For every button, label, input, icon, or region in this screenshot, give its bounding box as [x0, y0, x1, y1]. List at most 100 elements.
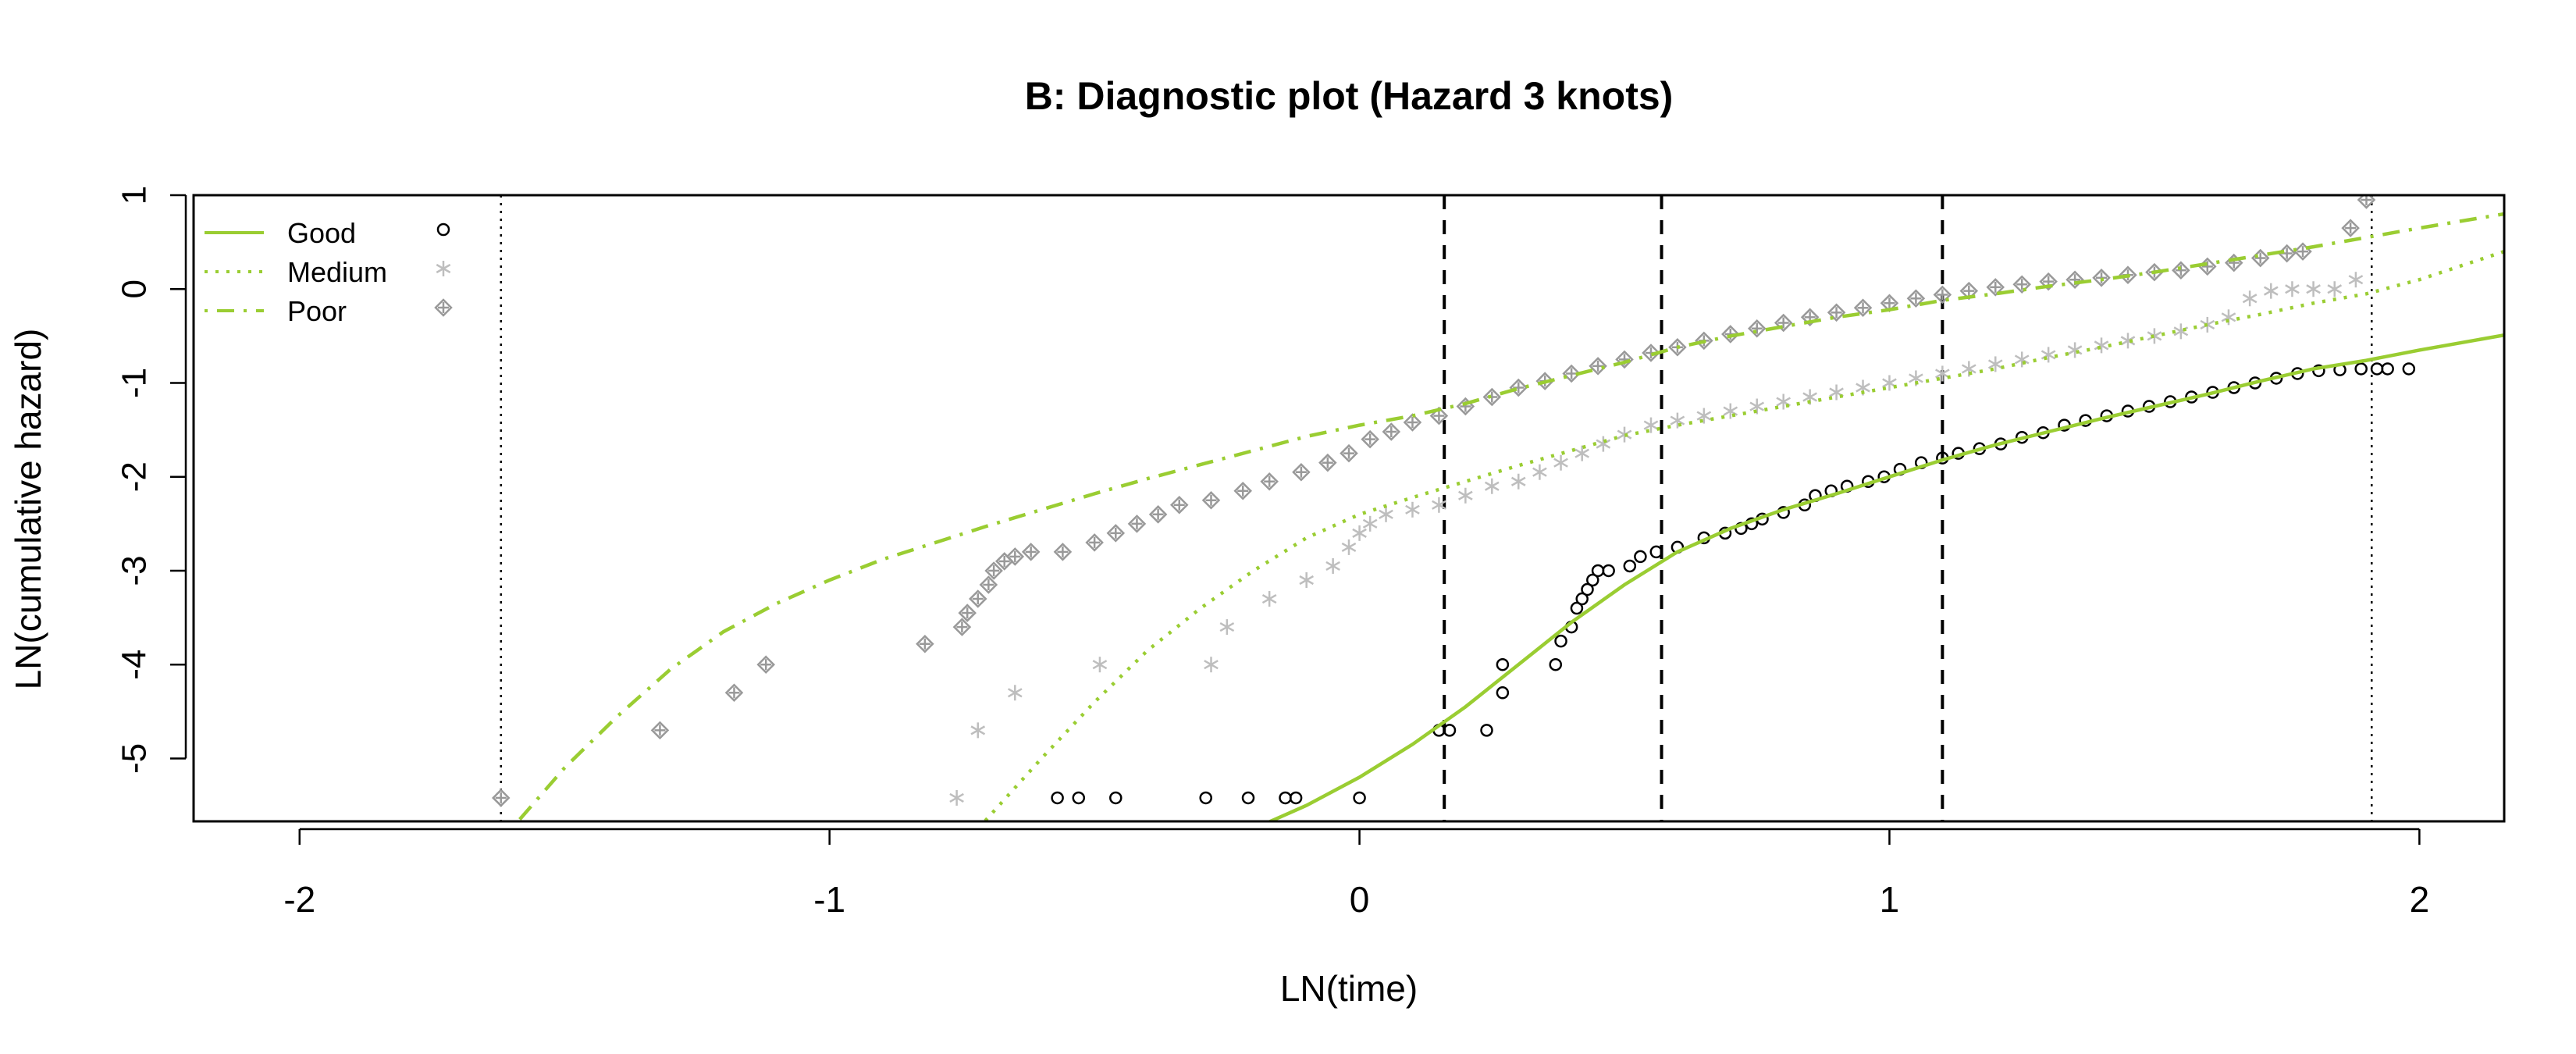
- good-data-point: [1353, 791, 1366, 805]
- poor-data-point: [1053, 543, 1073, 561]
- x-tick-label: 1: [1880, 879, 1900, 920]
- good-data-point: [1554, 634, 1567, 648]
- medium-data-point: [2173, 323, 2189, 340]
- poor-data-point: [1106, 524, 1126, 543]
- medium-data-point: [2067, 342, 2083, 358]
- legend-label-good: Good: [287, 217, 356, 249]
- poor-data-point: [1361, 429, 1379, 449]
- good-data-point: [1581, 582, 1594, 596]
- good-data-point: [1496, 686, 1510, 700]
- x-tick-label: 2: [2410, 879, 2430, 920]
- medium-data-point: [1379, 506, 1393, 522]
- good-data-point: [1634, 550, 1647, 564]
- medium-data-point: [1553, 454, 1568, 471]
- good-data-point: [2402, 362, 2416, 376]
- poor-data-point: [1021, 543, 1041, 561]
- good-data-point: [1649, 545, 1663, 559]
- poor-data-point: [1509, 378, 1528, 397]
- poor-data-point: [1085, 533, 1104, 552]
- medium-data-point: [1532, 464, 1547, 480]
- medium-data-point: [2327, 281, 2343, 297]
- poor-data-point: [1169, 496, 1189, 515]
- medium-data-point: [1935, 365, 1950, 382]
- good-data-point: [1496, 657, 1510, 671]
- poor-data-point: [1774, 313, 1793, 333]
- medium-data-point: [1007, 685, 1023, 701]
- legend-marker-good: [436, 223, 450, 237]
- poor-data-point: [916, 634, 934, 653]
- medium-data-point: [1261, 591, 1277, 607]
- x-tick-label: -1: [813, 879, 845, 920]
- plot-area: [491, 195, 2504, 821]
- medium-data-point: [1219, 619, 1235, 636]
- good-data-point: [1586, 573, 1599, 587]
- medium-data-point: [1341, 539, 1357, 555]
- good-data-point: [1602, 564, 1615, 578]
- poor-data-point: [984, 561, 1003, 580]
- legend-label-medium: Medium: [287, 256, 387, 288]
- y-tick-label: -1: [116, 368, 154, 398]
- good-data-point: [1623, 559, 1637, 573]
- medium-data-point: [2120, 333, 2136, 349]
- good-data-point: [1549, 657, 1563, 671]
- poor-data-point: [1429, 406, 1449, 426]
- good-data-point: [2354, 362, 2368, 376]
- poor-data-point: [958, 604, 977, 622]
- medium-data-point: [1670, 412, 1685, 429]
- good-data-point: [1051, 791, 1064, 805]
- medium-data-point: [1574, 445, 1590, 461]
- medium-data-point: [2348, 272, 2364, 288]
- poor-data-point: [2198, 257, 2217, 276]
- medium-data-point: [1696, 408, 1712, 424]
- good-data-point: [2370, 362, 2384, 376]
- poor-data-point: [2172, 261, 2190, 280]
- x-tick-label: 0: [1350, 879, 1370, 920]
- y-axis-label: LN(cumulative hazard): [8, 329, 48, 690]
- poor-data-point: [1589, 357, 1607, 376]
- poor-data-point: [650, 721, 670, 740]
- poor-data-point: [1986, 278, 2005, 297]
- y-tick-label: -2: [116, 461, 154, 492]
- poor-data-point: [1853, 298, 1873, 318]
- legend-marker-medium: [436, 261, 451, 276]
- poor-data-point: [1318, 453, 1337, 472]
- plot-frame: [192, 194, 2506, 823]
- medium-fit-line: [982, 249, 2504, 821]
- medium-data-point: [949, 789, 964, 806]
- poor-data-point: [724, 683, 744, 703]
- medium-data-point: [2221, 309, 2236, 326]
- medium-data-point: [970, 722, 986, 739]
- medium-data-point: [1325, 557, 1340, 574]
- chart-title: B: Diagnostic plot (Hazard 3 knots): [1025, 74, 1674, 118]
- medium-data-point: [1352, 525, 1367, 541]
- poor-data-point: [1827, 303, 1846, 322]
- poor-data-point: [1747, 319, 1767, 338]
- good-data-point: [1289, 791, 1303, 805]
- medium-data-point: [1617, 426, 1632, 443]
- poor-data-point: [491, 789, 511, 807]
- medium-data-point: [2094, 337, 2109, 354]
- legend-marker-poor: [434, 298, 453, 317]
- good-data-point: [1575, 592, 1589, 606]
- y-tick-label: -4: [116, 650, 154, 680]
- medium-data-point: [1362, 515, 1378, 532]
- good-fit-line: [1265, 333, 2504, 821]
- y-tick-label: 1: [116, 186, 154, 205]
- poor-data-point: [1148, 505, 1168, 524]
- poor-data-point: [1005, 547, 1025, 566]
- good-data-point: [1570, 601, 1584, 615]
- poor-data-point: [1340, 443, 1358, 463]
- medium-data-point: [1432, 497, 1446, 513]
- poor-data-point: [2250, 248, 2270, 268]
- medium-data-point: [1405, 501, 1420, 518]
- poor-data-point: [1382, 422, 1401, 441]
- x-tick-label: -2: [283, 879, 315, 920]
- medium-data-point: [1987, 356, 2003, 372]
- medium-data-point: [1092, 657, 1108, 673]
- poor-data-point: [1403, 413, 1422, 432]
- medium-data-point: [1961, 361, 1976, 377]
- poor-data-point: [2012, 275, 2031, 294]
- plot-content: [491, 195, 2504, 821]
- y-tick-label: -5: [116, 743, 154, 774]
- medium-data-point: [1204, 657, 1219, 673]
